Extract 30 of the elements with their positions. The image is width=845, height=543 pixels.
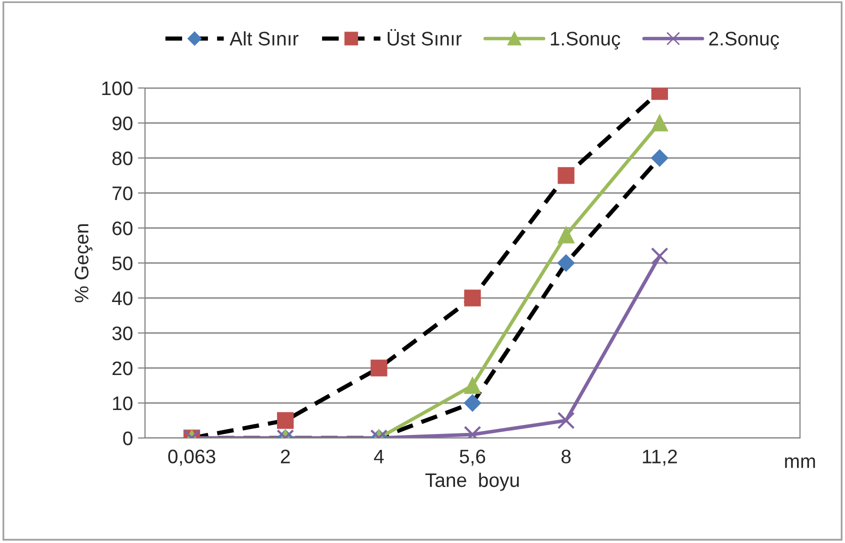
y-tick-label: 100 [102, 81, 132, 96]
x-tick-label: 11,2 [642, 450, 677, 466]
y-tick-label: 0 [123, 431, 132, 446]
point [558, 226, 574, 244]
x-tick-label: 4 [374, 450, 384, 464]
legend-label: Alt Sınır [230, 31, 298, 46]
y-tick-label: 90 [112, 116, 132, 130]
point [651, 149, 668, 167]
y-tick-label: 60 [112, 221, 132, 236]
point [558, 167, 574, 184]
legend-label: Üst Sınır [388, 29, 462, 46]
point [650, 247, 668, 265]
y-tick-label: 80 [112, 151, 132, 166]
y-tick-label: 50 [112, 256, 132, 270]
y-tick-label: 70 [112, 186, 132, 200]
legend-label: 1.Sonuç [550, 32, 620, 50]
y-axis-title: % Geçen [74, 224, 92, 302]
x-axis-title: Tane boyu [425, 472, 519, 491]
y-tick-label: 30 [112, 326, 132, 340]
point [558, 254, 575, 272]
x-tick-label: 8 [562, 450, 571, 464]
point [464, 290, 481, 306]
y-tick-label: 10 [113, 396, 132, 410]
y-tick-label: 40 [112, 291, 132, 306]
x-tick-label: 2 [280, 450, 290, 464]
y-tick-label: 20 [112, 361, 132, 376]
text: mm [785, 457, 815, 468]
legend-label: 2.Sonuç [709, 32, 780, 50]
x-tick-label: 0,063 [168, 450, 216, 466]
x-tick-label: 5,6 [460, 450, 486, 466]
